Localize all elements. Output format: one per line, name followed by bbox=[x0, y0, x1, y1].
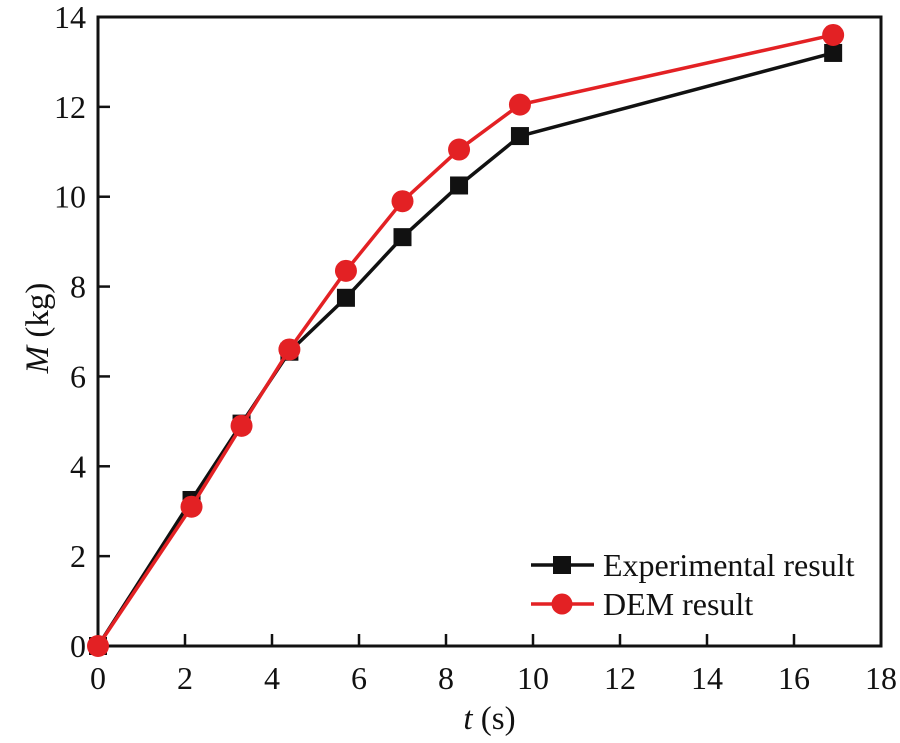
y-axis-tick-label: 10 bbox=[54, 179, 86, 215]
series-marker-experimental bbox=[336, 288, 355, 307]
y-axis-tick-label: 0 bbox=[70, 628, 86, 664]
x-axis-tick-label: 18 bbox=[865, 660, 897, 696]
series-marker-experimental bbox=[510, 127, 529, 146]
y-axis-title: M (kg) bbox=[20, 283, 56, 375]
series-marker-dem bbox=[278, 338, 301, 361]
series-marker-experimental bbox=[824, 43, 843, 62]
x-axis-tick-label: 6 bbox=[351, 660, 367, 696]
y-axis-tick-label: 8 bbox=[70, 269, 86, 305]
y-axis-tick-label: 14 bbox=[54, 0, 86, 35]
legend-marker-experimental bbox=[553, 556, 571, 574]
series-marker-dem bbox=[230, 414, 253, 437]
x-axis-tick-label: 8 bbox=[438, 660, 454, 696]
legend-label-dem: DEM result bbox=[603, 586, 753, 622]
x-axis-tick-label: 4 bbox=[264, 660, 280, 696]
legend-marker-dem bbox=[551, 593, 573, 615]
series-marker-dem bbox=[180, 495, 203, 518]
series-marker-dem bbox=[391, 190, 414, 213]
x-axis-tick-label: 12 bbox=[604, 660, 636, 696]
series-marker-dem bbox=[448, 138, 471, 161]
y-axis-tick-label: 6 bbox=[70, 358, 86, 394]
series-marker-experimental bbox=[393, 228, 412, 247]
y-axis-tick-label: 12 bbox=[54, 89, 86, 125]
series-marker-dem bbox=[334, 259, 357, 282]
plot-border bbox=[96, 15, 883, 648]
x-axis-tick-label: 10 bbox=[517, 660, 549, 696]
x-axis-tick-label: 2 bbox=[177, 660, 193, 696]
legend-label-experimental: Experimental result bbox=[603, 547, 855, 583]
series-marker-dem bbox=[508, 93, 531, 116]
x-axis-tick-label: 0 bbox=[90, 660, 106, 696]
y-axis-tick-label: 4 bbox=[70, 448, 86, 484]
x-axis-tick-label: 14 bbox=[691, 660, 723, 696]
x-axis-title: t (s) bbox=[463, 701, 515, 737]
series-marker-experimental bbox=[450, 176, 469, 195]
series-marker-dem bbox=[822, 23, 845, 46]
y-axis-tick-label: 2 bbox=[70, 538, 86, 574]
x-axis-tick-label: 16 bbox=[778, 660, 810, 696]
series-marker-dem bbox=[87, 635, 109, 657]
